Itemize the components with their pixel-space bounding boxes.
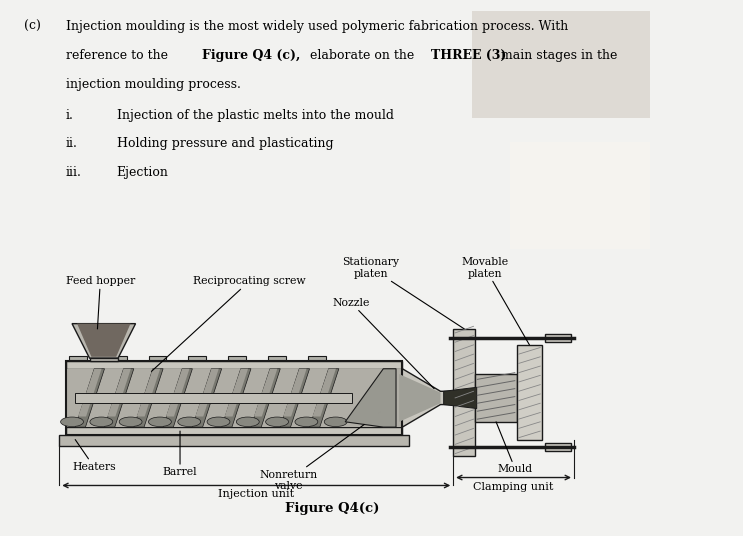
Bar xyxy=(89,358,118,361)
Bar xyxy=(59,435,409,446)
Text: Stationary
platen: Stationary platen xyxy=(342,257,464,329)
Bar xyxy=(65,361,403,369)
Text: Barrel: Barrel xyxy=(163,431,198,477)
Bar xyxy=(69,436,87,440)
Circle shape xyxy=(119,417,142,427)
Bar xyxy=(545,443,571,451)
Text: injection moulding process.: injection moulding process. xyxy=(65,78,241,91)
Polygon shape xyxy=(77,324,131,357)
Circle shape xyxy=(149,417,172,427)
Polygon shape xyxy=(166,369,189,416)
Text: main stages in the: main stages in the xyxy=(501,49,617,62)
Polygon shape xyxy=(195,369,218,416)
Polygon shape xyxy=(134,369,163,427)
Circle shape xyxy=(295,417,318,427)
Polygon shape xyxy=(192,369,221,427)
Bar xyxy=(108,436,126,440)
Polygon shape xyxy=(163,369,192,427)
Text: (c): (c) xyxy=(25,20,42,33)
Text: Nonreturn
valve: Nonreturn valve xyxy=(259,425,364,491)
Text: Reciprocating screw: Reciprocating screw xyxy=(152,277,305,371)
Bar xyxy=(308,436,326,440)
Text: Injection unit: Injection unit xyxy=(218,489,294,500)
Polygon shape xyxy=(473,11,650,118)
Text: Heaters: Heaters xyxy=(72,440,116,472)
Text: ii.: ii. xyxy=(65,137,77,150)
Text: elaborate on the: elaborate on the xyxy=(311,49,415,62)
Polygon shape xyxy=(251,369,280,427)
Polygon shape xyxy=(72,324,135,358)
Text: Injection moulding is the most widely used polymeric fabrication process. With: Injection moulding is the most widely us… xyxy=(65,20,568,33)
Polygon shape xyxy=(313,369,336,416)
Bar xyxy=(65,361,403,435)
Bar xyxy=(189,356,207,360)
Bar xyxy=(189,436,207,440)
Bar xyxy=(545,334,571,342)
Circle shape xyxy=(236,417,259,427)
Circle shape xyxy=(324,417,347,427)
Polygon shape xyxy=(105,369,134,427)
Bar xyxy=(268,356,286,360)
Polygon shape xyxy=(310,369,339,427)
Polygon shape xyxy=(510,142,650,249)
Circle shape xyxy=(178,417,201,427)
Circle shape xyxy=(61,417,83,427)
Text: Figure Q4 (c),: Figure Q4 (c), xyxy=(202,49,301,62)
Polygon shape xyxy=(137,369,160,416)
Polygon shape xyxy=(78,369,102,416)
Bar xyxy=(228,436,246,440)
Text: Injection of the plastic melts into the mould: Injection of the plastic melts into the … xyxy=(117,108,394,122)
Bar xyxy=(228,356,246,360)
Polygon shape xyxy=(224,369,248,416)
Polygon shape xyxy=(283,369,307,416)
Bar xyxy=(149,356,166,360)
Circle shape xyxy=(266,417,288,427)
Bar xyxy=(65,427,403,435)
Bar xyxy=(75,392,351,403)
Text: i.: i. xyxy=(65,108,74,122)
Polygon shape xyxy=(345,369,396,427)
Text: Clamping unit: Clamping unit xyxy=(473,481,554,492)
Bar xyxy=(65,369,403,427)
Polygon shape xyxy=(280,369,310,427)
Text: Holding pressure and plasticating: Holding pressure and plasticating xyxy=(117,137,333,150)
Polygon shape xyxy=(399,374,441,422)
Polygon shape xyxy=(444,388,477,408)
Polygon shape xyxy=(221,369,251,427)
Text: Feed hopper: Feed hopper xyxy=(65,277,135,329)
Text: Figure Q4(c): Figure Q4(c) xyxy=(285,502,380,515)
Text: Ejection: Ejection xyxy=(117,166,169,179)
Polygon shape xyxy=(75,369,105,427)
Bar xyxy=(308,356,326,360)
Bar xyxy=(516,345,542,441)
Text: Nozzle: Nozzle xyxy=(333,297,434,389)
Text: iii.: iii. xyxy=(65,166,82,179)
Bar xyxy=(476,374,516,422)
Bar xyxy=(69,356,87,360)
Polygon shape xyxy=(108,369,131,416)
Text: THREE (3): THREE (3) xyxy=(431,49,506,62)
Text: Mould: Mould xyxy=(496,422,533,474)
Bar xyxy=(108,356,126,360)
Bar xyxy=(149,436,166,440)
Circle shape xyxy=(90,417,113,427)
Bar xyxy=(453,329,476,456)
Text: Movable
platen: Movable platen xyxy=(461,257,530,345)
Polygon shape xyxy=(403,369,453,427)
Bar xyxy=(268,436,286,440)
Text: reference to the: reference to the xyxy=(65,49,172,62)
Polygon shape xyxy=(254,369,277,416)
Circle shape xyxy=(207,417,230,427)
